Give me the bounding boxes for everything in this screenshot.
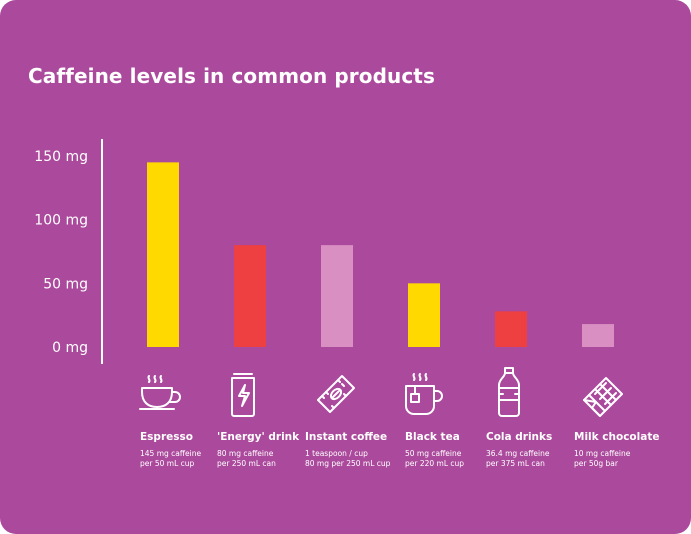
product-desc-energy-drink-2: per 250 mL can: [217, 459, 276, 468]
product-desc-instant-coffee-2: 80 mg per 250 mL cup: [305, 459, 391, 468]
product-name-black-tea: Black tea: [405, 431, 460, 443]
y-tick-label: 0 mg: [52, 340, 88, 356]
product-desc-milk-chocolate-1: 10 mg caffeine: [574, 449, 631, 458]
product-desc-cola-drinks-1: 36.4 mg caffeine: [486, 449, 550, 458]
chocolate-bar-icon: [580, 370, 630, 418]
product-name-energy-drink: 'Energy' drink: [217, 431, 300, 443]
chart-title: Caffeine levels in common products: [28, 64, 435, 88]
product-desc-milk-chocolate-2: per 50g bar: [574, 459, 618, 468]
product-desc-cola-drinks-2: per 375 mL can: [486, 459, 545, 468]
product-name-espresso: Espresso: [140, 431, 193, 443]
product-desc-black-tea-1: 50 mg caffeine: [405, 449, 462, 458]
product-name-instant-coffee: Instant coffee: [305, 431, 388, 443]
product-desc-espresso-1: 145 mg caffeine: [140, 449, 202, 458]
bar: [147, 162, 179, 347]
energy-can-icon: [226, 372, 260, 418]
coffee-sachet-icon: [312, 370, 360, 418]
y-tick-label: 150 mg: [34, 149, 88, 165]
bar: [234, 245, 266, 347]
tea-cup-icon: [402, 370, 446, 418]
coffee-cup-icon: [138, 372, 186, 416]
bars: [147, 162, 614, 347]
soda-bottle-icon: [494, 366, 524, 418]
product-name-milk-chocolate: Milk chocolate: [574, 431, 660, 443]
bar: [321, 245, 353, 347]
y-axis: 0 mg 50 mg 100 mg 150 mg: [34, 139, 103, 364]
product-desc-black-tea-2: per 220 mL cup: [405, 459, 465, 468]
product-desc-energy-drink-1: 80 mg caffeine: [217, 449, 274, 458]
product-desc-espresso-2: per 50 mL cup: [140, 459, 195, 468]
y-tick-label: 100 mg: [34, 213, 88, 229]
bar: [582, 324, 614, 347]
bar: [408, 283, 440, 347]
product-desc-instant-coffee-1: 1 teaspoon / cup: [305, 449, 368, 458]
product-name-cola-drinks: Cola drinks: [486, 431, 553, 443]
y-tick-label: 50 mg: [43, 276, 88, 292]
bar: [495, 311, 527, 347]
